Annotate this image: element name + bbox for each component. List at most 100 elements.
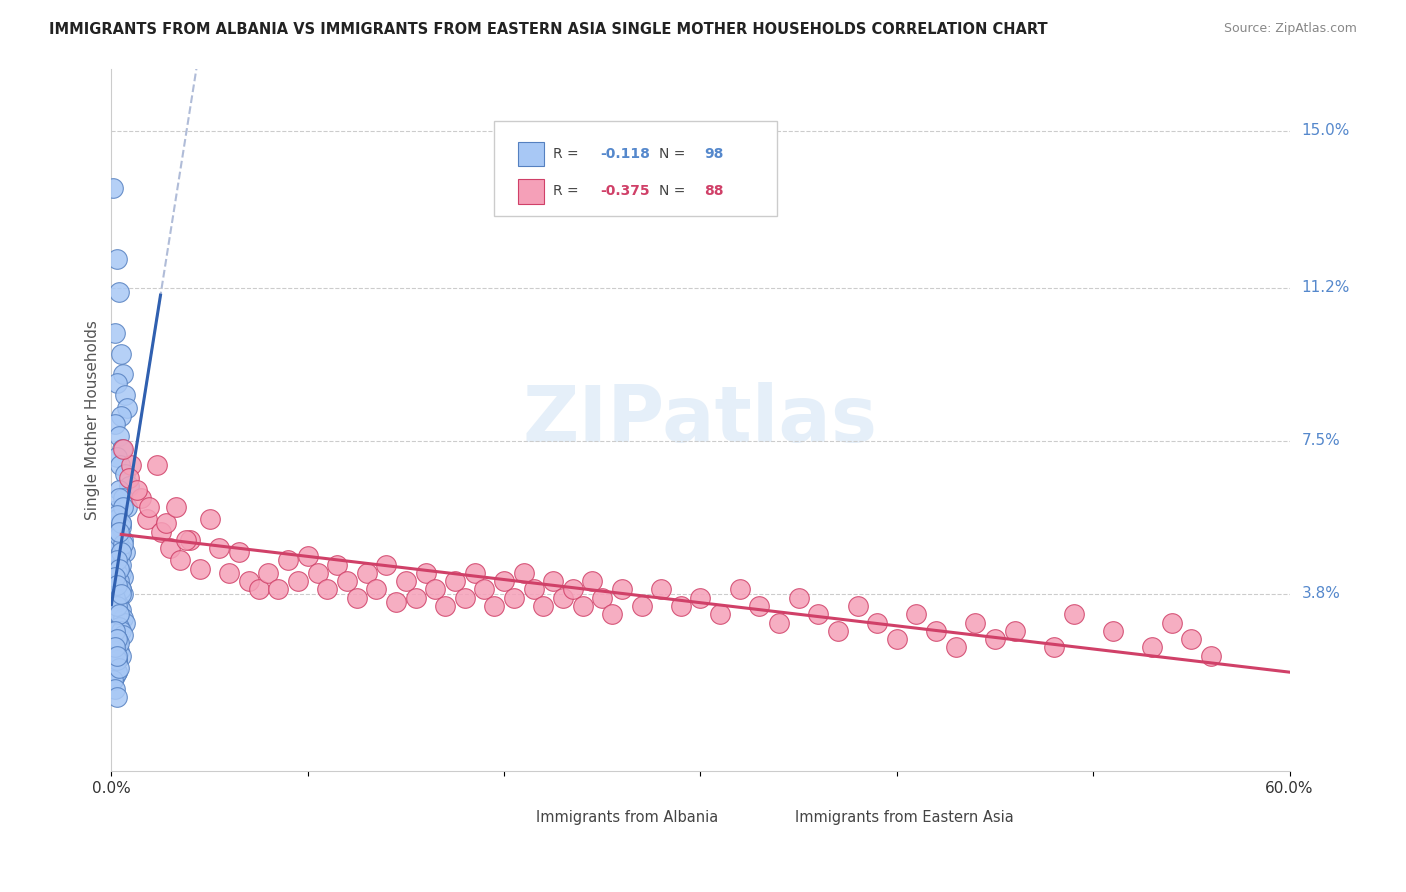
Point	[105, 653, 128, 667]
Point	[108, 429, 131, 443]
Point	[454, 591, 477, 605]
Point	[112, 368, 135, 382]
FancyBboxPatch shape	[517, 142, 544, 167]
Point	[728, 582, 751, 597]
Point	[101, 181, 124, 195]
Point	[169, 553, 191, 567]
Point	[925, 624, 948, 638]
Point	[494, 574, 516, 589]
Point	[105, 512, 128, 526]
Point	[110, 558, 132, 572]
Point	[561, 582, 583, 597]
Point	[149, 524, 172, 539]
Point	[110, 458, 132, 473]
Point	[135, 512, 157, 526]
Point	[541, 574, 564, 589]
Text: R =: R =	[553, 185, 583, 198]
Point	[114, 388, 136, 402]
Point	[110, 516, 132, 531]
Point	[464, 566, 486, 580]
Point	[484, 599, 506, 613]
Point	[267, 582, 290, 597]
Point	[1043, 640, 1066, 655]
Point	[104, 624, 127, 638]
Point	[297, 549, 319, 564]
Point	[114, 467, 136, 481]
Point	[105, 512, 128, 526]
Text: Immigrants from Albania: Immigrants from Albania	[536, 810, 718, 824]
Point	[669, 599, 692, 613]
Point	[356, 566, 378, 580]
Point	[650, 582, 672, 597]
Point	[591, 591, 613, 605]
Point	[257, 566, 280, 580]
Point	[366, 582, 388, 597]
Point	[108, 529, 131, 543]
Point	[346, 591, 368, 605]
Point	[600, 607, 623, 622]
Point	[112, 491, 135, 506]
FancyBboxPatch shape	[517, 179, 544, 203]
Point	[108, 524, 131, 539]
Point	[108, 491, 131, 506]
Point	[115, 500, 138, 514]
Point	[104, 657, 127, 671]
Point	[105, 595, 128, 609]
Point	[108, 549, 131, 564]
Point	[105, 665, 128, 679]
Point	[105, 566, 128, 580]
Point	[523, 582, 546, 597]
Point	[112, 537, 135, 551]
Point	[846, 599, 869, 613]
Text: 88: 88	[704, 185, 724, 198]
Point	[105, 553, 128, 567]
Point	[238, 574, 260, 589]
Point	[114, 545, 136, 559]
Point	[112, 628, 135, 642]
Point	[105, 632, 128, 646]
Point	[228, 545, 250, 559]
Point	[503, 591, 526, 605]
Point	[886, 632, 908, 646]
Point	[108, 574, 131, 589]
Point	[108, 524, 131, 539]
Point	[444, 574, 467, 589]
Point	[114, 615, 136, 630]
Point	[610, 582, 633, 597]
Point	[110, 624, 132, 638]
Point	[108, 549, 131, 564]
Point	[118, 479, 141, 493]
Text: N =: N =	[659, 147, 690, 161]
Point	[103, 673, 125, 688]
Point	[111, 442, 134, 456]
Point	[108, 285, 131, 299]
Point	[630, 599, 652, 613]
Point	[105, 653, 128, 667]
Text: R =: R =	[553, 147, 583, 161]
Text: ZIPatlas: ZIPatlas	[523, 382, 877, 458]
Point	[108, 661, 131, 675]
Point	[115, 401, 138, 415]
Point	[105, 578, 128, 592]
Point	[179, 533, 201, 547]
Point	[129, 491, 152, 506]
Point	[110, 582, 132, 597]
Point	[689, 591, 711, 605]
Point	[105, 376, 128, 390]
Text: N =: N =	[659, 185, 690, 198]
Point	[108, 607, 131, 622]
Point	[112, 533, 135, 547]
Text: 11.2%: 11.2%	[1302, 280, 1350, 295]
Point	[104, 591, 127, 605]
Point	[138, 500, 160, 514]
Point	[105, 562, 128, 576]
Point	[105, 648, 128, 663]
Text: -0.375: -0.375	[600, 185, 650, 198]
Point	[104, 669, 127, 683]
Point	[287, 574, 309, 589]
Point	[375, 558, 398, 572]
Point	[108, 620, 131, 634]
Point	[866, 615, 889, 630]
Point	[984, 632, 1007, 646]
Point	[108, 599, 131, 613]
